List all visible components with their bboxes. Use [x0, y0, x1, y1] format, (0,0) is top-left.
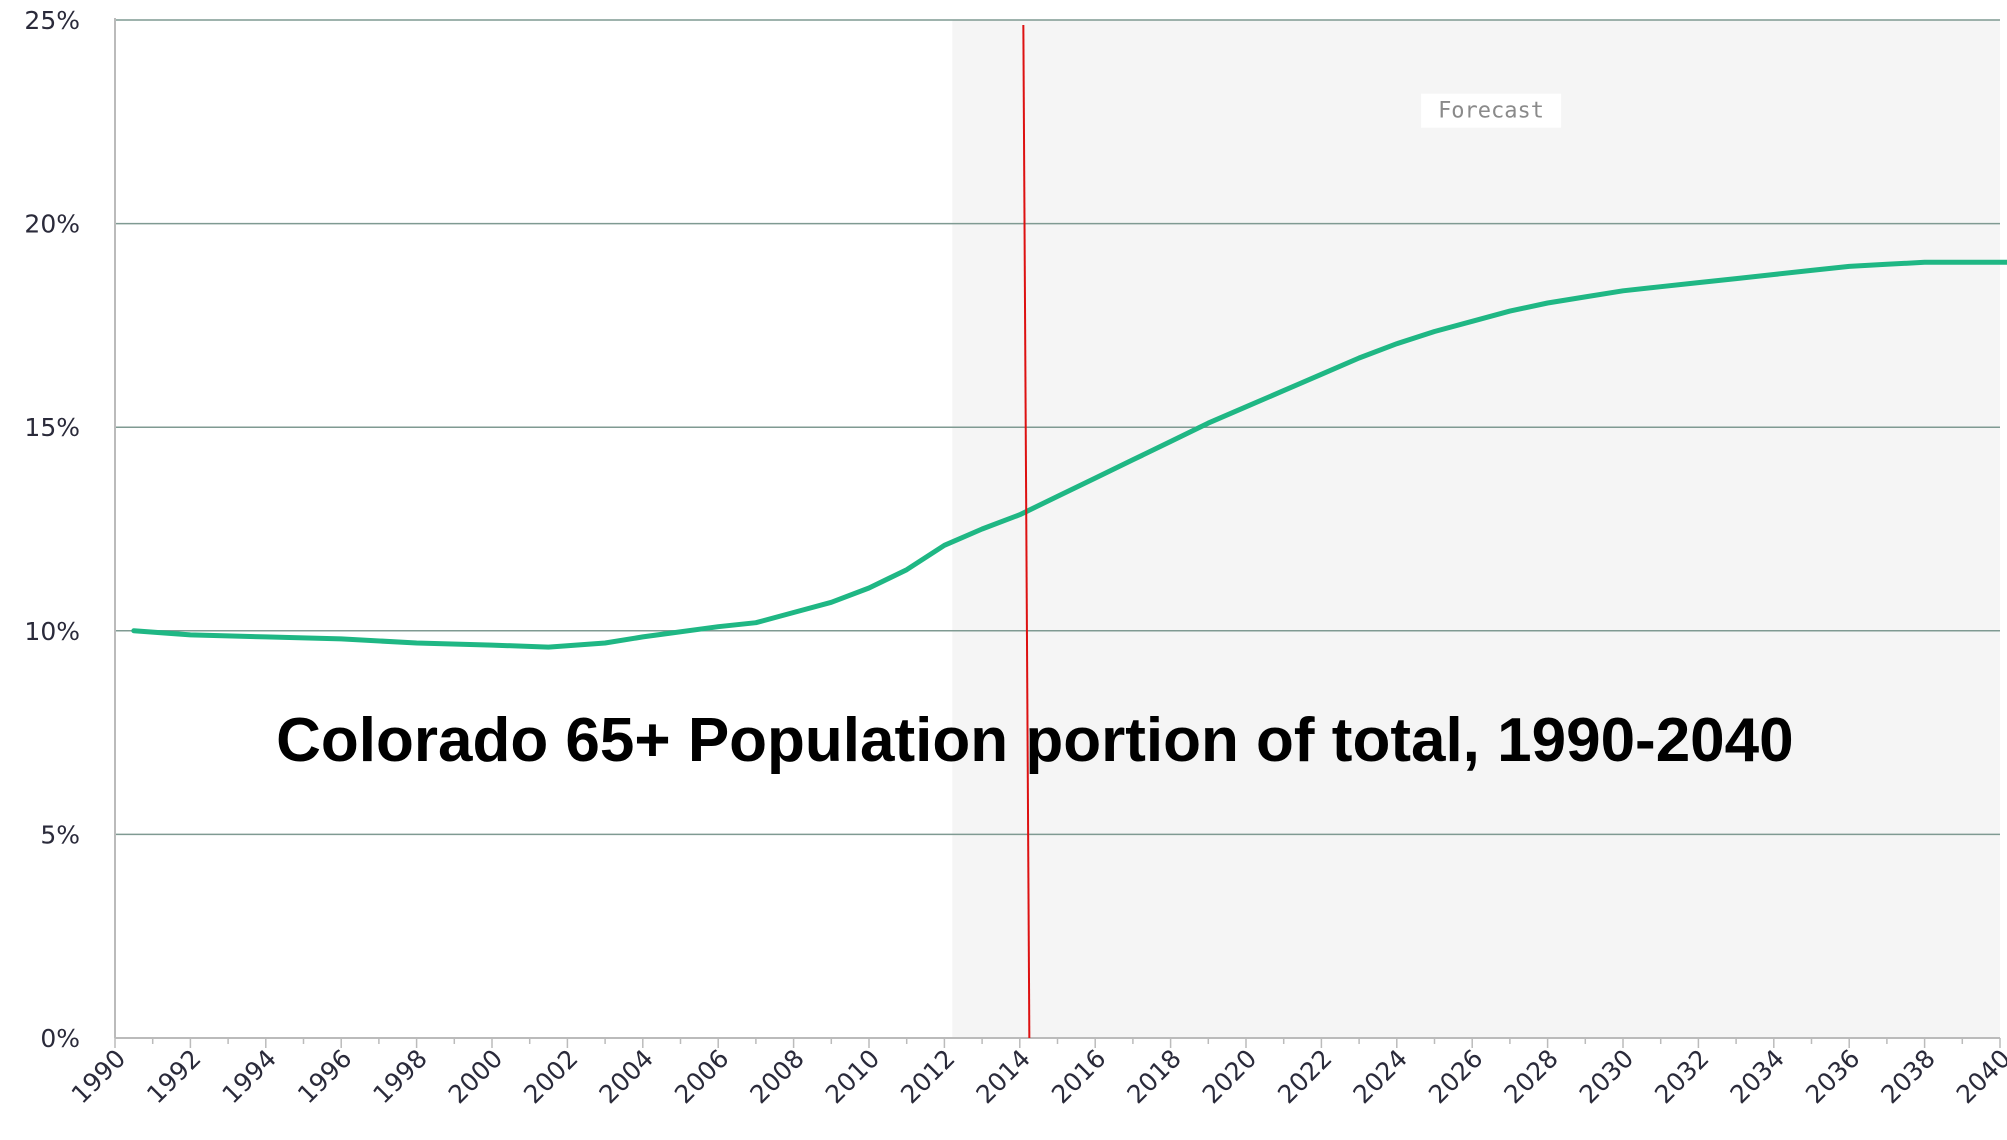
y-tick-label: 20% — [24, 210, 80, 239]
chart-title: Colorado 65+ Population portion of total… — [276, 706, 1794, 775]
y-tick-label: 5% — [40, 820, 80, 849]
forecast-region — [952, 20, 2000, 1038]
y-tick-label: 0% — [40, 1024, 80, 1053]
grid-lines — [115, 19, 2000, 836]
series-line — [131, 259, 2007, 650]
forecast-divider-line — [1022, 24, 1031, 1039]
axes — [114, 18, 2001, 1048]
forecast-label-box — [1421, 93, 1562, 128]
y-tick-label: 10% — [24, 617, 80, 646]
y-tick-label: 25% — [24, 6, 80, 35]
y-tick-labels: 0% 5% 10% 15% 20% 25% — [24, 6, 80, 1053]
forecast-label: Forecast — [1438, 99, 1544, 124]
y-tick-label: 15% — [24, 413, 80, 442]
